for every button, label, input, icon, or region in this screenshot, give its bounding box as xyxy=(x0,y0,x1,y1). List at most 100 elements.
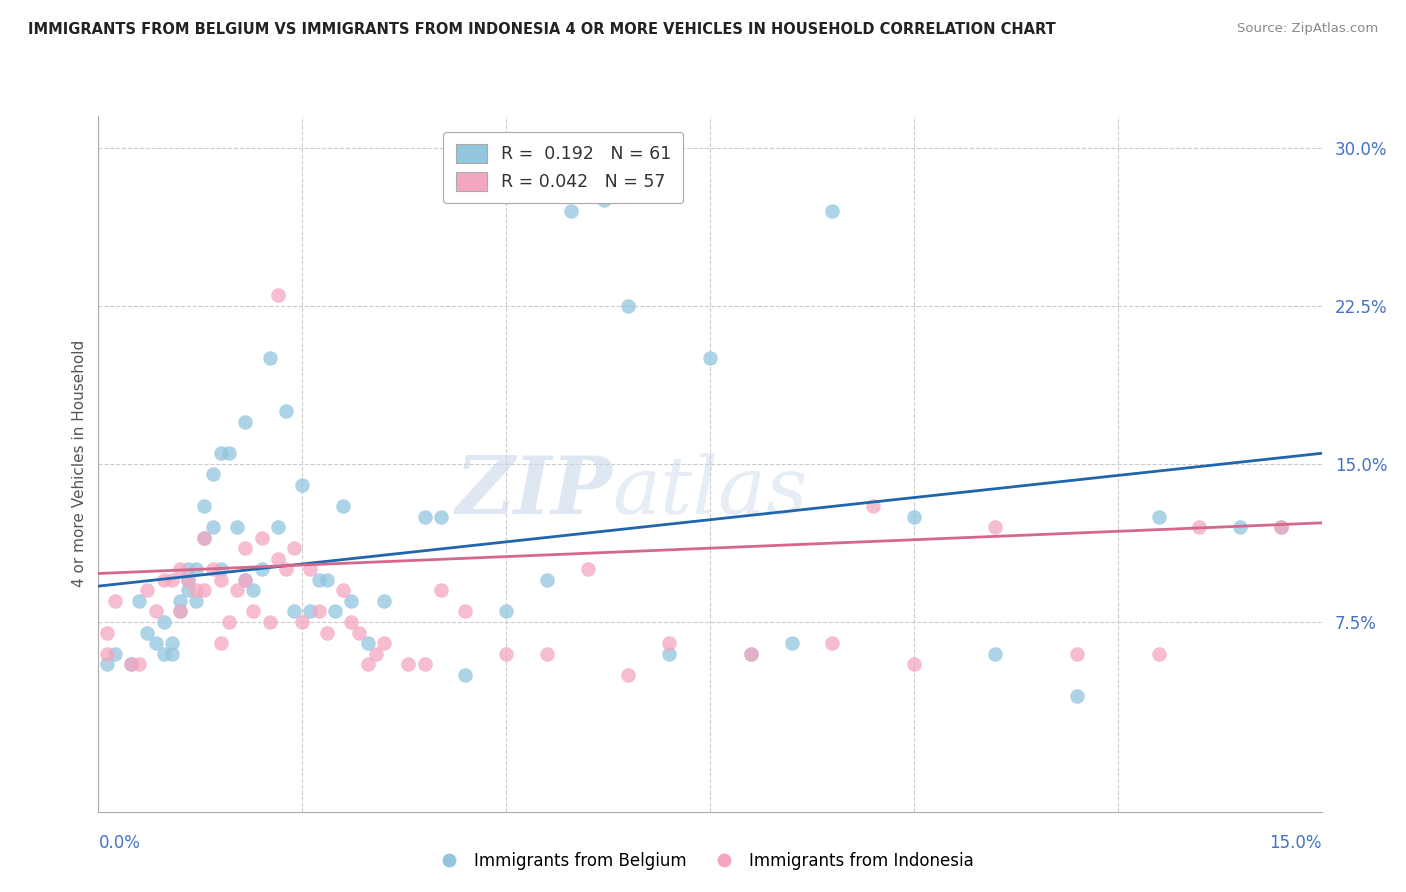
Point xyxy=(209,573,232,587)
Point xyxy=(396,657,419,672)
Point xyxy=(152,615,174,629)
Point xyxy=(120,657,142,672)
Point xyxy=(136,625,159,640)
Point xyxy=(740,647,762,661)
Point xyxy=(177,573,200,587)
Point xyxy=(323,604,346,618)
Point xyxy=(267,288,290,302)
Point xyxy=(699,351,721,366)
Point xyxy=(903,509,925,524)
Point xyxy=(356,636,378,650)
Point xyxy=(373,594,395,608)
Point xyxy=(242,604,264,618)
Point xyxy=(332,499,354,513)
Point xyxy=(274,404,297,418)
Point xyxy=(617,299,640,313)
Point xyxy=(186,583,208,598)
Point xyxy=(291,478,314,492)
Point xyxy=(128,594,150,608)
Text: ZIP: ZIP xyxy=(456,453,612,531)
Point xyxy=(177,583,200,598)
Point xyxy=(145,636,167,650)
Point xyxy=(177,562,200,576)
Point xyxy=(186,594,208,608)
Point xyxy=(340,615,363,629)
Point xyxy=(201,562,224,576)
Point xyxy=(454,667,477,681)
Point xyxy=(136,583,159,598)
Point xyxy=(201,467,224,482)
Point xyxy=(233,541,256,556)
Point xyxy=(299,604,322,618)
Point xyxy=(104,647,127,661)
Point xyxy=(413,657,436,672)
Point xyxy=(536,573,558,587)
Point xyxy=(218,446,240,460)
Point xyxy=(259,351,281,366)
Point xyxy=(169,562,191,576)
Legend: Immigrants from Belgium, Immigrants from Indonesia: Immigrants from Belgium, Immigrants from… xyxy=(426,846,980,877)
Point xyxy=(283,541,305,556)
Point xyxy=(104,594,127,608)
Point xyxy=(413,509,436,524)
Point xyxy=(193,531,215,545)
Point xyxy=(226,583,249,598)
Text: atlas: atlas xyxy=(612,453,807,531)
Point xyxy=(160,647,183,661)
Text: Source: ZipAtlas.com: Source: ZipAtlas.com xyxy=(1237,22,1378,36)
Point xyxy=(250,562,273,576)
Point xyxy=(821,636,844,650)
Point xyxy=(430,509,453,524)
Point xyxy=(169,594,191,608)
Point xyxy=(1066,647,1088,661)
Point xyxy=(1270,520,1292,534)
Point xyxy=(1147,647,1170,661)
Point xyxy=(96,657,118,672)
Point xyxy=(250,531,273,545)
Point xyxy=(233,415,256,429)
Point xyxy=(291,615,314,629)
Point xyxy=(193,499,215,513)
Point xyxy=(340,594,363,608)
Point xyxy=(454,604,477,618)
Point xyxy=(1229,520,1251,534)
Text: 15.0%: 15.0% xyxy=(1270,834,1322,852)
Point xyxy=(1147,509,1170,524)
Point xyxy=(145,604,167,618)
Point xyxy=(193,531,215,545)
Point xyxy=(267,551,290,566)
Point xyxy=(356,657,378,672)
Point xyxy=(780,636,803,650)
Y-axis label: 4 or more Vehicles in Household: 4 or more Vehicles in Household xyxy=(72,340,87,588)
Point xyxy=(152,647,174,661)
Point xyxy=(984,520,1007,534)
Point xyxy=(209,446,232,460)
Point xyxy=(903,657,925,672)
Point xyxy=(186,562,208,576)
Point xyxy=(299,562,322,576)
Point xyxy=(740,647,762,661)
Point xyxy=(160,636,183,650)
Point xyxy=(617,667,640,681)
Point xyxy=(430,583,453,598)
Point xyxy=(984,647,1007,661)
Point xyxy=(169,604,191,618)
Point xyxy=(96,625,118,640)
Point xyxy=(576,562,599,576)
Point xyxy=(209,636,232,650)
Point xyxy=(201,520,224,534)
Point xyxy=(120,657,142,672)
Point xyxy=(259,615,281,629)
Point xyxy=(274,562,297,576)
Point xyxy=(177,573,200,587)
Point xyxy=(364,647,387,661)
Point xyxy=(315,573,337,587)
Point xyxy=(536,647,558,661)
Point xyxy=(658,647,681,661)
Point xyxy=(233,573,256,587)
Text: 0.0%: 0.0% xyxy=(98,834,141,852)
Point xyxy=(267,520,290,534)
Point xyxy=(373,636,395,650)
Point xyxy=(821,203,844,218)
Point xyxy=(218,615,240,629)
